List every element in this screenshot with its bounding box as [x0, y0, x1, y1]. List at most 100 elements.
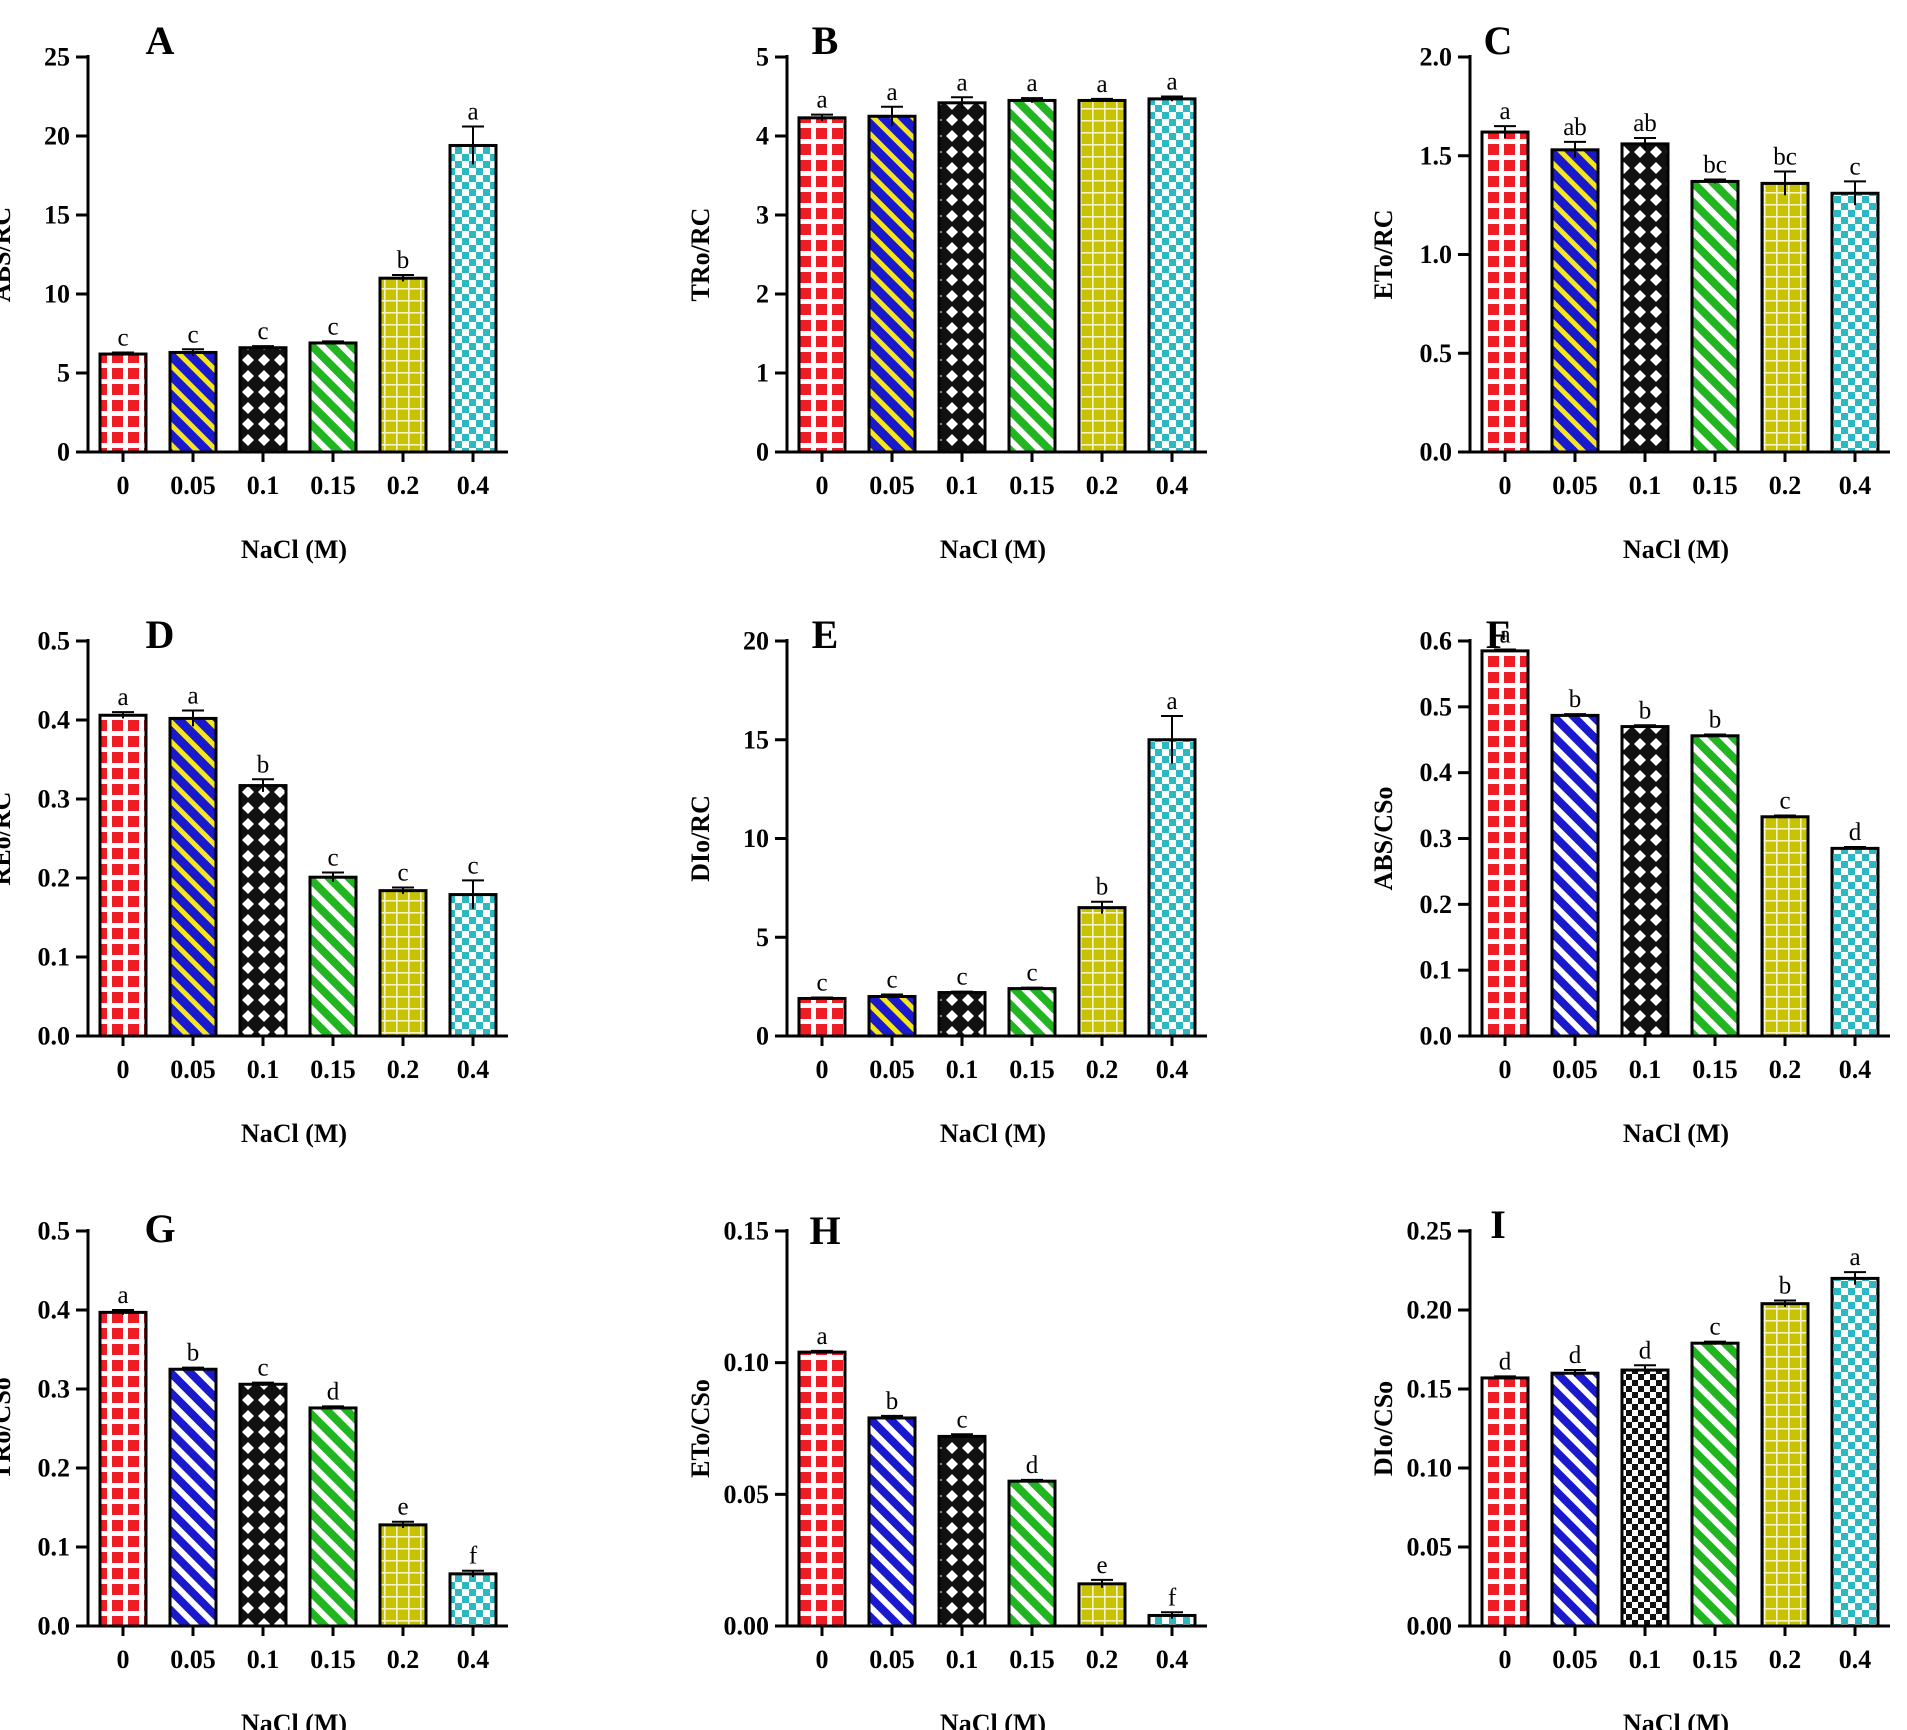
x-tick-label: 0.1: [247, 471, 280, 500]
x-axis-title: NaCl (M): [940, 535, 1046, 564]
x-axis-title: NaCl (M): [241, 1119, 347, 1148]
y-tick-label: 1.5: [1420, 141, 1453, 170]
x-tick-label: 0: [117, 471, 130, 500]
significance-letter: c: [1849, 153, 1860, 180]
bar: [937, 101, 987, 454]
panel-d: D 0.0 0.1 0.2 0.3 0.4 0.5 REo/RC a 0 a 0.05 b 0.1 c 0.1…: [0, 612, 508, 1148]
significance-letter: f: [1168, 1584, 1177, 1611]
y-tick-label: 0.4: [38, 1296, 71, 1325]
bar: [1007, 1479, 1057, 1628]
significance-letter: a: [1499, 622, 1510, 649]
y-tick-label: 0.0: [1420, 1022, 1453, 1051]
significance-letter: c: [467, 852, 478, 879]
significance-letter: a: [816, 87, 827, 114]
x-tick-label: 0.1: [247, 1645, 280, 1674]
y-tick-label: 0.2: [1420, 890, 1453, 919]
panel-h: H 0.00 0.05 0.10 0.15 ETo/CSo a 0 b 0.05 c 0.1 d 0.15…: [686, 1208, 1207, 1730]
x-tick-label: 0.15: [1692, 1055, 1738, 1084]
y-tick-label: 0.10: [724, 1348, 770, 1377]
x-tick-label: 0.15: [1009, 1645, 1055, 1674]
x-axis-title: NaCl (M): [1623, 1709, 1729, 1730]
panel-b: B 0 1 2 3 4 5 TRo/RC a 0 a 0.05 a 0.1 a 0.15 a 0.2 a 0.4 NaC…: [686, 18, 1207, 564]
y-tick-label: 0.4: [38, 706, 71, 735]
y-tick-label: 5: [57, 359, 70, 388]
y-tick-label: 20: [44, 122, 70, 151]
bar: [867, 1416, 917, 1628]
panel-letter: I: [1490, 1202, 1506, 1247]
panel-f: F0.00.10.20.30.40.50.6ABS/CSoa0b0.05b0.1…: [1369, 612, 1890, 1148]
significance-letter: c: [816, 969, 827, 996]
significance-letter: a: [886, 79, 897, 106]
x-tick-label: 0.4: [1839, 1055, 1872, 1084]
y-tick-label: 0: [756, 1022, 769, 1051]
significance-letter: a: [956, 69, 967, 96]
y-tick-label: 0.25: [1407, 1217, 1453, 1246]
bar: [378, 889, 428, 1038]
y-tick-label: 20: [743, 627, 769, 656]
bar: [98, 352, 148, 454]
panel-a: A 0 5 10 15 20 25 ABS/RC c 0 c 0.05 c 0.1 c 0.15 b 0.2 a 0.…: [0, 18, 508, 564]
x-tick-label: 0.05: [170, 1055, 216, 1084]
bar: [1760, 1302, 1810, 1628]
significance-letter: c: [187, 321, 198, 348]
x-tick-label: 0.2: [387, 1055, 420, 1084]
y-tick-label: 15: [44, 201, 70, 230]
significance-letter: ab: [1633, 110, 1657, 137]
x-tick-label: 0.2: [387, 1645, 420, 1674]
significance-letter: ab: [1563, 114, 1587, 141]
y-tick-label: 1: [756, 359, 769, 388]
panel-letter: E: [812, 612, 839, 657]
y-tick-label: 0.10: [1407, 1454, 1453, 1483]
bar: [168, 350, 218, 454]
significance-letter: a: [117, 1282, 128, 1309]
significance-letter: c: [956, 964, 967, 991]
bar: [238, 1382, 288, 1628]
panel-i: I 0.00 0.05 0.10 0.15 0.20 0.25 DIo/CSo d 0 d 0.05 d…: [1369, 1202, 1890, 1730]
y-tick-label: 3: [756, 201, 769, 230]
significance-letter: e: [1096, 1552, 1107, 1579]
x-tick-label: 0.2: [1086, 1645, 1119, 1674]
x-tick-label: 0.1: [1629, 471, 1662, 500]
bar: [238, 346, 288, 454]
panel-letter: H: [809, 1208, 840, 1253]
x-tick-label: 0.05: [170, 471, 216, 500]
x-tick-label: 0.2: [1769, 1645, 1802, 1674]
bar: [937, 1434, 987, 1628]
y-tick-label: 0.0: [38, 1612, 71, 1641]
bar: [867, 995, 917, 1038]
bar: [168, 716, 218, 1038]
x-tick-label: 0.1: [946, 1055, 979, 1084]
y-tick-label: 0.15: [724, 1217, 770, 1246]
x-tick-label: 0.2: [387, 471, 420, 500]
y-tick-label: 0.5: [38, 1217, 71, 1246]
panel-letter: A: [146, 18, 175, 63]
bar: [1077, 98, 1127, 454]
y-tick-label: 0.6: [1420, 627, 1453, 656]
x-tick-label: 0.4: [457, 1645, 490, 1674]
bar: [1077, 1582, 1127, 1628]
bar: [1147, 97, 1197, 454]
x-tick-label: 0.05: [869, 1645, 915, 1674]
bar: [448, 893, 498, 1038]
significance-letter: a: [1166, 688, 1177, 715]
y-axis-title: REo/RC: [0, 792, 16, 886]
bar: [378, 276, 428, 454]
y-axis-title: TRo/RC: [686, 208, 715, 302]
x-axis-title: NaCl (M): [940, 1709, 1046, 1730]
y-tick-label: 2.0: [1420, 43, 1453, 72]
significance-letter: b: [257, 751, 270, 778]
x-tick-label: 0: [117, 1055, 130, 1084]
panel-c: C 0.0 0.5 1.0 1.5 2.0 ETo/RC a 0 ab 0.05 ab 0.1 bc 0.1…: [1369, 18, 1890, 564]
y-axis-title: ETo/RC: [1369, 209, 1398, 299]
y-tick-label: 0.5: [1420, 339, 1453, 368]
y-tick-label: 10: [743, 824, 769, 853]
x-tick-label: 0.15: [1692, 1645, 1738, 1674]
panel-g: G 0.0 0.1 0.2 0.3 0.4 0.5 TRo/CSo a 0 b 0.05 c 0.1 d 0.…: [0, 1206, 508, 1730]
bar: [1690, 179, 1740, 454]
significance-letter: d: [1639, 1337, 1652, 1364]
y-tick-label: 0.5: [38, 627, 71, 656]
significance-letter: d: [327, 1378, 340, 1405]
bar: [797, 116, 847, 454]
bar: [1830, 846, 1880, 1038]
significance-letter: c: [886, 967, 897, 994]
